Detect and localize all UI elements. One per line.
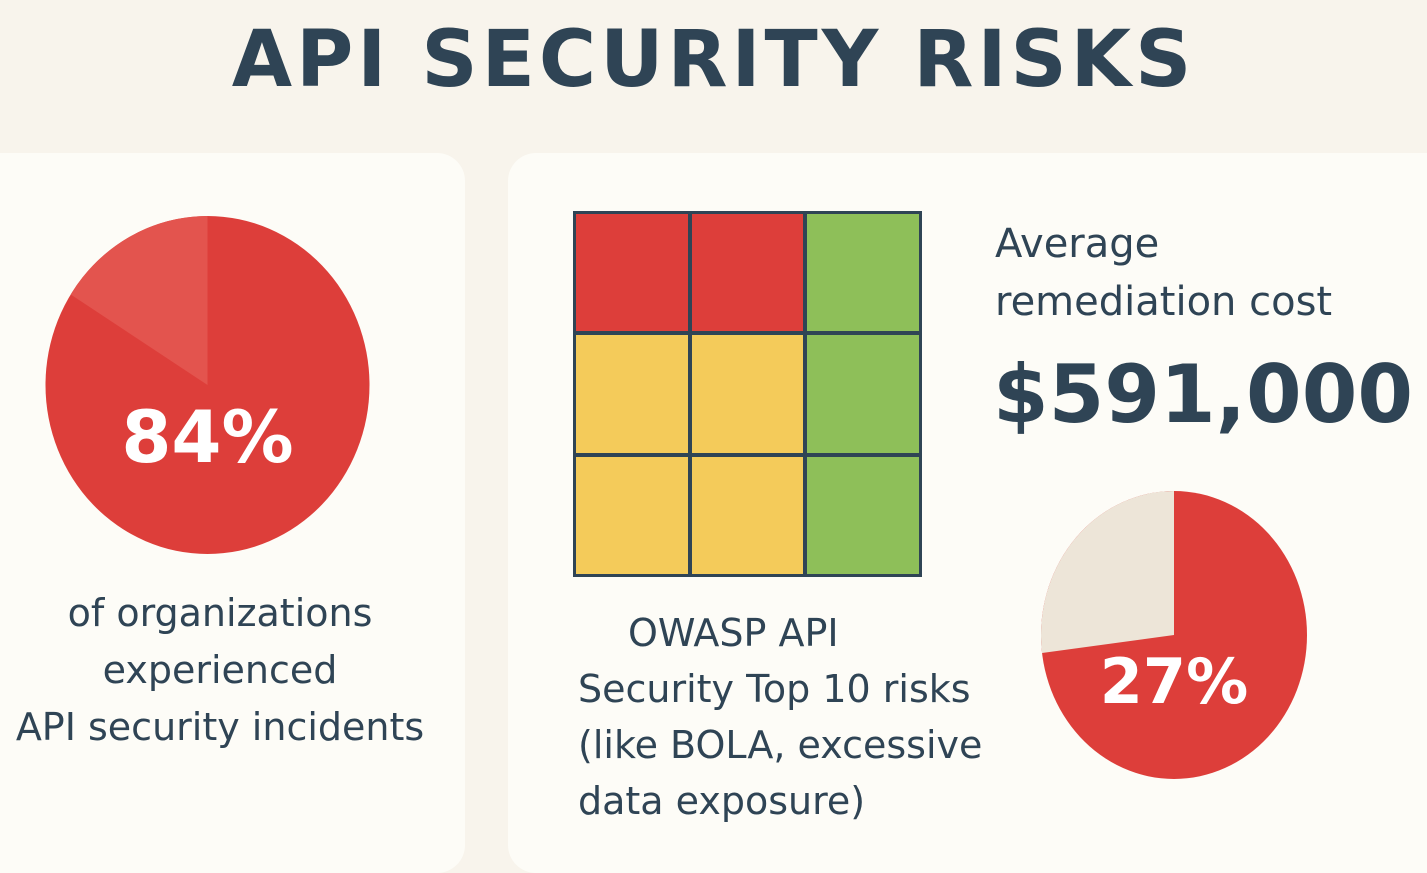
incidents-pie-chart: 84% [45,215,370,555]
risk-cell-6 [807,335,919,453]
owasp-caption-line-2: Security Top 10 risks [578,667,971,711]
risk-cell-3 [807,214,919,332]
risk-cell-7 [576,456,688,574]
remediation-label: Average remediation cost [995,215,1415,331]
remediation-label-line-2: remediation cost [995,279,1333,325]
incidents-pie-slice-remainder [70,216,208,385]
secondary-pie-chart: 27% [1040,490,1308,780]
owasp-caption: OWASP API Security Top 10 risks (like BO… [560,605,1030,829]
incidents-pie-svg [45,216,370,554]
incidents-caption: of organizations experienced API securit… [0,585,440,756]
risk-cell-8 [691,456,804,574]
incidents-caption-line-2: experienced [102,648,338,692]
risk-cell-5 [691,335,804,453]
owasp-caption-line-1: OWASP API [628,611,839,655]
page-title: API SECURITY RISKS [231,15,1196,105]
risk-cell-4 [576,335,688,453]
secondary-pie-slice-remainder [1041,491,1174,654]
risk-cell-1 [576,214,688,332]
risk-cell-2 [691,214,804,332]
secondary-pie-svg [1041,491,1307,779]
secondary-percent: 27% [1099,645,1249,718]
risk-cell-9 [807,456,919,574]
risk-matrix-grid [573,211,922,577]
incidents-caption-line-1: of organizations [67,591,373,635]
incidents-caption-line-3: API security incidents [15,705,425,749]
remediation-label-line-1: Average [995,221,1160,267]
remediation-cost-value: $591,000 [993,348,1414,441]
owasp-caption-line-3: (like BOLA, excessive [578,723,983,767]
incidents-percent: 84% [121,395,294,479]
owasp-caption-line-4: data exposure) [578,779,866,823]
